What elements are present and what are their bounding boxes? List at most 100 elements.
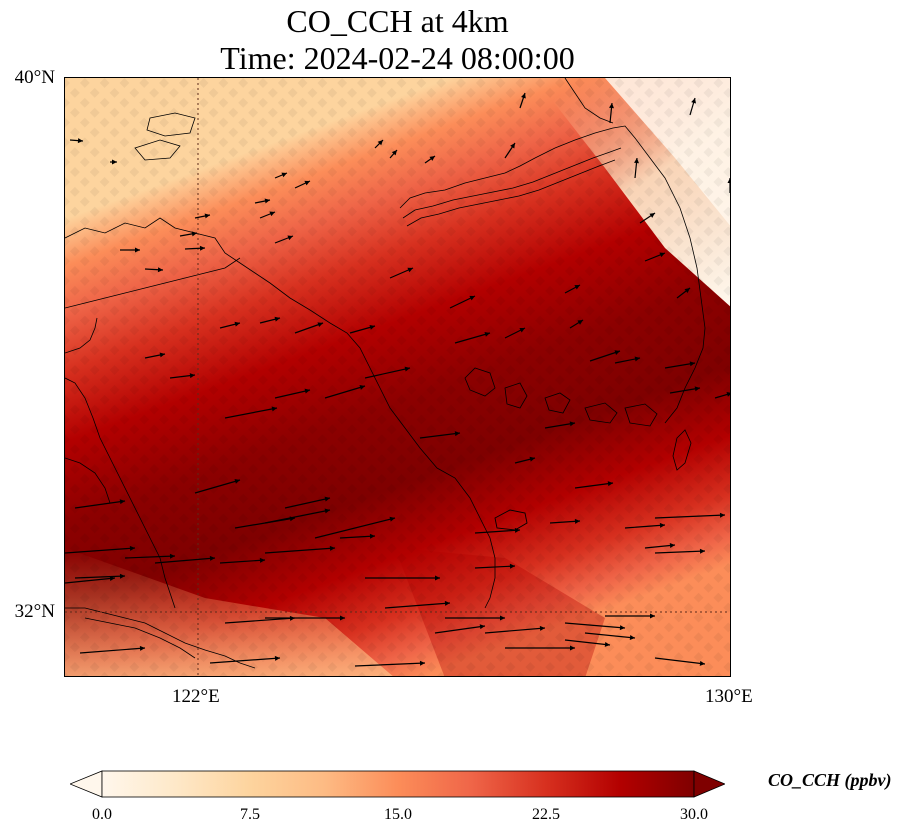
wind-vector-head	[699, 548, 705, 554]
colorbar-label: CO_CCH (ppbv)	[768, 770, 892, 790]
wind-vector-head	[454, 431, 460, 437]
wind-vector	[339, 535, 376, 539]
wind-vector	[454, 332, 491, 344]
wind-vector	[224, 407, 278, 419]
map-title-variable: CO_CCH at 4km	[286, 3, 509, 39]
colorbar-extend-min	[70, 770, 103, 798]
wind-vector	[354, 662, 426, 667]
wind-vector-head	[119, 499, 125, 505]
wind-vector-head	[484, 331, 490, 337]
wind-vector	[209, 657, 281, 664]
wind-vector	[474, 565, 516, 569]
map-plot-area[interactable]	[65, 78, 731, 677]
wind-vector-head	[469, 295, 475, 301]
wind-vector-head	[169, 553, 175, 559]
wind-vector-head	[609, 103, 614, 109]
wind-vector-head	[479, 624, 485, 630]
wind-vector-head	[391, 150, 397, 156]
wind-vector	[589, 350, 621, 362]
wind-vector-head	[304, 180, 310, 186]
wind-vector-head	[407, 267, 413, 273]
wind-vector	[574, 482, 614, 489]
wind-vector-head	[119, 573, 125, 579]
wind-vector-head	[689, 361, 695, 367]
wind-vector-head	[444, 600, 450, 606]
wind-vector-head	[691, 98, 696, 104]
wind-vector-head	[317, 322, 323, 328]
wind-vector-head	[324, 508, 330, 514]
wind-vector-head	[684, 288, 690, 294]
wind-vector-head	[359, 385, 365, 390]
colorbar-tick-label: 0.0	[92, 806, 112, 823]
lon-label-130e: 130°E	[705, 686, 753, 707]
wind-vector-head	[191, 231, 197, 237]
wind-vector-head	[629, 635, 635, 640]
wind-vector-head	[139, 645, 145, 651]
wind-vector-head	[209, 555, 215, 561]
wind-vector-head	[159, 352, 165, 358]
wind-vector	[224, 617, 296, 624]
wind-vector	[324, 385, 366, 399]
wind-vector-head	[634, 356, 640, 362]
wind-vector	[549, 520, 581, 524]
wind-vector-head	[634, 158, 639, 164]
wind-vector-head	[659, 252, 665, 258]
wind-vector	[419, 432, 461, 439]
wind-vector-head	[649, 213, 655, 218]
wind-vector-head	[519, 328, 525, 333]
wind-vector-head	[570, 645, 575, 651]
wind-vector-head	[404, 366, 410, 372]
wind-vector	[624, 524, 666, 529]
wind-vector	[544, 422, 576, 429]
wind-vector	[124, 555, 176, 559]
wind-vector-head	[574, 518, 580, 524]
wind-vector	[434, 625, 486, 634]
wind-vector-head	[204, 213, 210, 219]
wind-vector-head	[259, 557, 265, 563]
wind-vector	[564, 639, 611, 646]
lat-label-32n: 32°N	[14, 601, 55, 622]
wind-vector-head	[389, 516, 395, 522]
wind-vector-head	[569, 421, 575, 427]
wind-vector-head	[694, 386, 700, 392]
wind-vector-head	[500, 615, 505, 621]
wind-vector-head	[574, 285, 580, 290]
wind-vector-head	[77, 138, 83, 144]
wind-vector	[384, 602, 451, 609]
gridlines	[65, 78, 730, 676]
wind-vector-head	[369, 324, 375, 330]
wind-vector	[564, 622, 626, 629]
wind-vector	[584, 632, 636, 639]
wind-vector-head	[509, 563, 515, 569]
colorbar-tick-label: 7.5	[240, 806, 260, 823]
wind-vector-head	[650, 613, 655, 619]
colorbar-tick-label: 15.0	[384, 806, 412, 823]
wind-vector-head	[699, 660, 705, 666]
wind-vector-head	[369, 533, 375, 539]
colorbar-extend-max	[693, 770, 725, 798]
map-panel[interactable]	[64, 77, 731, 677]
wind-vector	[264, 547, 336, 554]
wind-vector	[314, 517, 396, 539]
colorbar-gradient	[101, 770, 695, 798]
wind-vector-head	[514, 527, 520, 533]
wind-vector	[474, 529, 521, 534]
wind-vector-head	[287, 235, 293, 241]
wind-vector-head	[726, 392, 730, 397]
wind-vector-head	[304, 388, 310, 394]
wind-vector-head	[619, 625, 625, 631]
wind-vector-head	[659, 522, 665, 528]
wind-vector	[65, 547, 136, 554]
wind-vector-head	[109, 576, 115, 581]
wind-vector	[264, 509, 331, 524]
wind-vector-field	[65, 92, 730, 667]
wind-vector-head	[435, 575, 440, 581]
wind-vector-head	[129, 545, 135, 551]
wind-vector-head	[199, 245, 205, 251]
colorbar-tick-label: 30.0	[680, 806, 708, 823]
wind-vector-head	[157, 267, 163, 273]
wind-vector-head	[281, 172, 287, 178]
wind-vector-head	[727, 178, 730, 183]
wind-vector	[154, 557, 216, 564]
wind-vector	[669, 387, 701, 394]
